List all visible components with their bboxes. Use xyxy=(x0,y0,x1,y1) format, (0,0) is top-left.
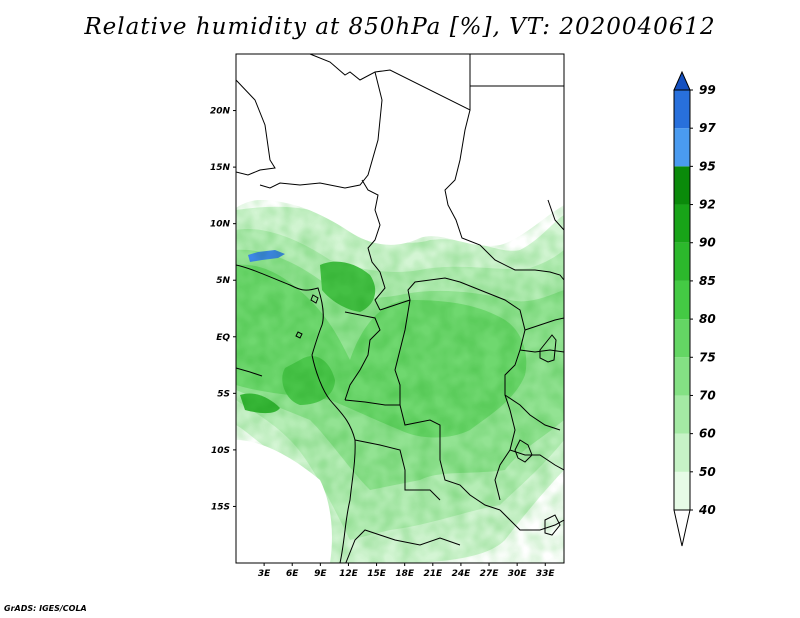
lon-tick-label: 33E xyxy=(536,569,556,579)
lat-tick-label: 5S xyxy=(217,389,230,399)
colorbar: 40 50 60 70 75 80 85 90 92 95 97 99 xyxy=(674,72,716,546)
colorbar-level-label: 40 xyxy=(698,503,716,517)
humidity-field xyxy=(236,54,564,563)
colorbar-upper-arrow xyxy=(674,72,690,90)
colorbar-level-label: 80 xyxy=(699,312,716,326)
colorbar-level-label: 99 xyxy=(699,83,716,97)
colorbar-segment xyxy=(674,243,690,281)
colorbar-level-label: 85 xyxy=(699,274,716,288)
lat-tick-label: 15N xyxy=(210,163,231,173)
lon-tick-label: 27E xyxy=(480,569,500,579)
lat-tick-label: 20N xyxy=(210,107,231,117)
colorbar-segment xyxy=(674,205,690,243)
lon-tick-label: 12E xyxy=(339,569,359,579)
lon-tick-label: 9E xyxy=(314,569,327,579)
colorbar-level-label: 95 xyxy=(699,159,716,173)
colorbar-segment xyxy=(674,357,690,395)
lon-tick-label: 21E xyxy=(423,569,443,579)
colorbar-segment xyxy=(674,472,690,510)
lon-tick-label: 3E xyxy=(258,569,271,579)
colorbar-segment xyxy=(674,395,690,433)
latitude-axis: 20N 15N 10N 5N EQ 5S 10S 15S xyxy=(210,107,236,513)
lat-tick-label: 10S xyxy=(211,446,230,456)
colorbar-segment xyxy=(674,128,690,166)
colorbar-level-label: 75 xyxy=(699,350,716,364)
lat-tick-label: 5N xyxy=(216,276,230,286)
colorbar-level-label: 90 xyxy=(699,236,716,250)
lat-tick-label: 10N xyxy=(210,220,231,230)
lat-tick-label: 15S xyxy=(211,502,230,512)
colorbar-level-label: 50 xyxy=(699,465,716,479)
lon-tick-label: 15E xyxy=(367,569,387,579)
colorbar-level-label: 97 xyxy=(699,121,716,135)
longitude-axis: 3E 6E 9E 12E 15E 18E 21E 24E 27E 30E 33E xyxy=(258,563,556,579)
colorbar-level-label: 92 xyxy=(699,198,716,212)
colorbar-segment xyxy=(674,434,690,472)
colorbar-level-label: 70 xyxy=(699,388,716,402)
lon-tick-label: 30E xyxy=(508,569,528,579)
lon-tick-label: 6E xyxy=(286,569,299,579)
lon-tick-label: 24E xyxy=(452,569,472,579)
colorbar-lower-arrow xyxy=(674,510,690,546)
lat-tick-label: EQ xyxy=(216,333,230,343)
lon-tick-label: 18E xyxy=(395,569,415,579)
colorbar-level-label: 60 xyxy=(699,427,716,441)
colorbar-segment xyxy=(674,166,690,204)
colorbar-segment xyxy=(674,90,690,128)
colorbar-segment xyxy=(674,281,690,319)
grads-credit: GrADS: IGES/COLA xyxy=(4,604,87,613)
colorbar-segment xyxy=(674,319,690,357)
